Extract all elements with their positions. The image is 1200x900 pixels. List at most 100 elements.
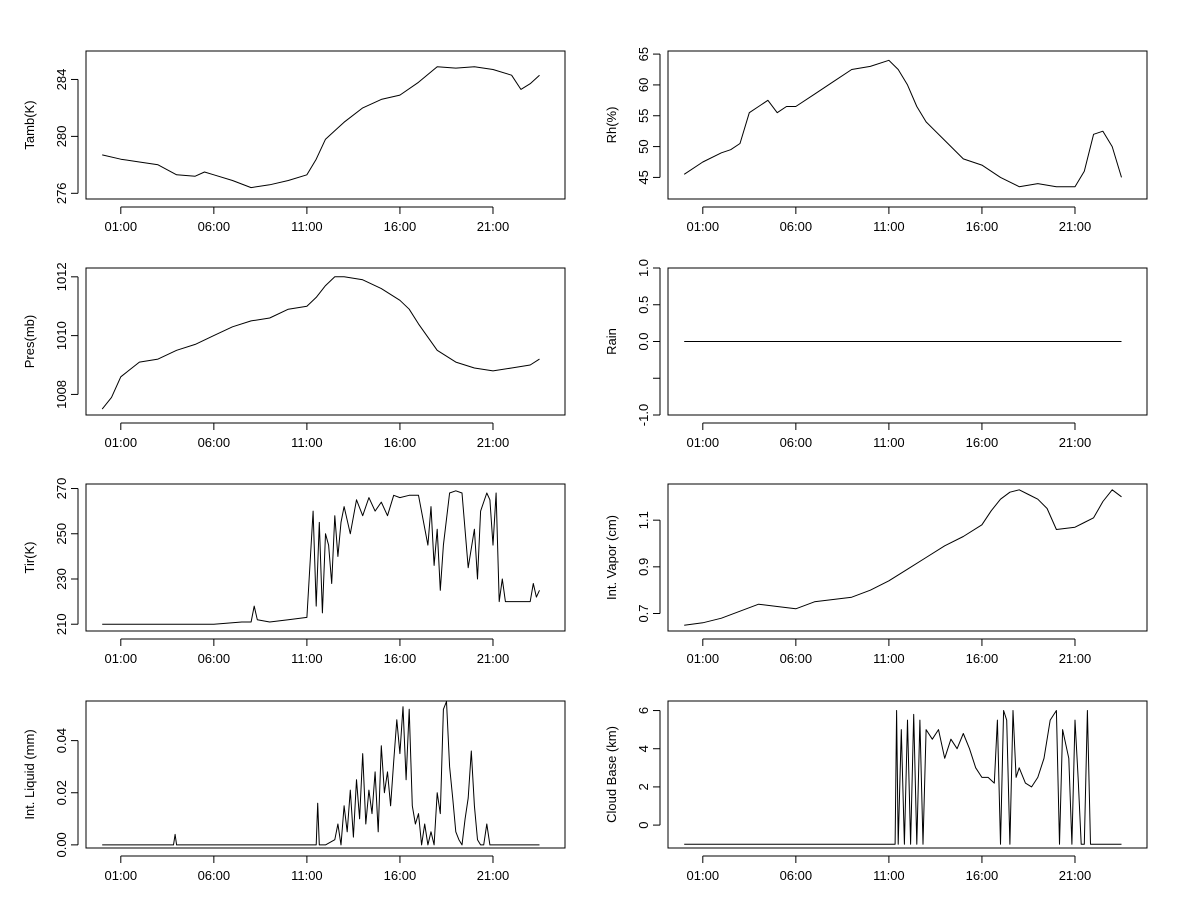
y-tick-label: 0.02 bbox=[54, 780, 69, 805]
chart-panel-8: 01:00 06:00 11:00 16:00 21:00 0 2 4 6 Cloud Base … bbox=[604, 700, 1148, 883]
x-tick-label: 01:00 bbox=[687, 435, 720, 450]
y-tick-label: 270 bbox=[54, 478, 69, 500]
y-tick-label: 1.1 bbox=[636, 511, 651, 529]
x-tick-label: 21:00 bbox=[477, 219, 510, 234]
y-tick-label: 1010 bbox=[54, 321, 69, 350]
y-tick-label: -1.0 bbox=[636, 404, 651, 426]
y-tick-label: 55 bbox=[636, 109, 651, 123]
x-tick-label: 01:00 bbox=[687, 219, 720, 234]
x-tick-label: 11:00 bbox=[873, 868, 905, 883]
x-tick-label: 16:00 bbox=[384, 435, 417, 450]
x-tick-label: 11:00 bbox=[291, 219, 323, 234]
y-tick-label: 0.04 bbox=[54, 728, 69, 753]
y-tick-label: 4 bbox=[636, 745, 651, 752]
x-tick-label: 01:00 bbox=[105, 219, 138, 234]
series-line bbox=[683, 59, 1122, 188]
y-tick-label: 230 bbox=[54, 568, 69, 590]
x-tick-label: 01:00 bbox=[105, 868, 138, 883]
plot-frame bbox=[85, 483, 566, 632]
y-tick-label: 1.0 bbox=[636, 259, 651, 277]
y-tick-label: 250 bbox=[54, 523, 69, 545]
x-tick-label: 21:00 bbox=[1059, 868, 1092, 883]
y-axis-title: Rh(%) bbox=[604, 107, 619, 144]
x-tick-label: 21:00 bbox=[477, 435, 510, 450]
plot-frame bbox=[85, 267, 566, 416]
y-tick-label: 0.7 bbox=[636, 604, 651, 622]
x-tick-label: 06:00 bbox=[198, 651, 231, 666]
x-tick-label: 01:00 bbox=[687, 868, 720, 883]
x-tick-label: 06:00 bbox=[198, 219, 231, 234]
x-tick-label: 01:00 bbox=[687, 651, 720, 666]
y-tick-label: 6 bbox=[636, 707, 651, 714]
x-tick-label: 11:00 bbox=[873, 435, 905, 450]
y-axis-title: Rain bbox=[604, 328, 619, 355]
plot-frame bbox=[667, 267, 1148, 416]
chart-panel-7: 01:00 06:00 11:00 16:00 21:00 0.00 0.02 0.04 Int… bbox=[22, 700, 566, 883]
x-tick-label: 21:00 bbox=[1059, 651, 1092, 666]
x-tick-label: 06:00 bbox=[780, 435, 813, 450]
chart-panel-1: 01:00 06:00 11:00 16:00 21:00 276 280 284 Tamb(K… bbox=[22, 50, 566, 234]
x-tick-label: 01:00 bbox=[105, 651, 138, 666]
y-tick-label: 0.00 bbox=[54, 832, 69, 857]
y-tick-label: 45 bbox=[636, 170, 651, 184]
y-tick-label: 65 bbox=[636, 47, 651, 61]
x-tick-label: 21:00 bbox=[477, 868, 510, 883]
y-tick-label: 280 bbox=[54, 126, 69, 148]
y-axis-title: Cloud Base (km) bbox=[604, 726, 619, 823]
y-tick-label: 0 bbox=[636, 821, 651, 828]
chart-panel-4: 01:00 06:00 11:00 16:00 21:00 -1.0 0.0 0.5 1.0 Ra… bbox=[604, 259, 1148, 450]
x-tick-label: 16:00 bbox=[966, 651, 999, 666]
x-tick-label: 21:00 bbox=[1059, 219, 1092, 234]
y-tick-label: 284 bbox=[54, 69, 69, 91]
x-tick-label: 11:00 bbox=[291, 651, 323, 666]
x-tick-label: 16:00 bbox=[384, 651, 417, 666]
y-axis-title: Tir(K) bbox=[22, 541, 37, 573]
y-tick-label: 1012 bbox=[54, 262, 69, 291]
y-tick-label: 0.5 bbox=[636, 296, 651, 314]
y-tick-label: 210 bbox=[54, 613, 69, 635]
x-tick-label: 16:00 bbox=[966, 219, 999, 234]
plot-frame bbox=[667, 50, 1148, 200]
x-tick-label: 06:00 bbox=[780, 651, 813, 666]
x-tick-label: 11:00 bbox=[873, 651, 905, 666]
x-tick-label: 06:00 bbox=[780, 868, 813, 883]
x-tick-label: 11:00 bbox=[291, 868, 323, 883]
series-line bbox=[101, 276, 540, 410]
plot-frame bbox=[667, 700, 1148, 849]
x-tick-label: 11:00 bbox=[291, 435, 323, 450]
y-axis-title: Int. Liquid (mm) bbox=[22, 729, 37, 819]
y-tick-label: 0.0 bbox=[636, 332, 651, 350]
x-tick-label: 06:00 bbox=[198, 435, 231, 450]
x-tick-label: 06:00 bbox=[198, 868, 231, 883]
x-tick-label: 16:00 bbox=[384, 219, 417, 234]
series-line bbox=[102, 490, 540, 625]
y-axis-title: Int. Vapor (cm) bbox=[604, 515, 619, 600]
x-tick-label: 06:00 bbox=[780, 219, 813, 234]
chart-panel-6: 01:00 06:00 11:00 16:00 21:00 0.7 0.9 1.1 Int. V… bbox=[604, 483, 1148, 666]
y-tick-label: 50 bbox=[636, 139, 651, 153]
x-tick-label: 16:00 bbox=[384, 868, 417, 883]
y-tick-label: 0.9 bbox=[636, 558, 651, 576]
series-line bbox=[684, 710, 1122, 845]
plot-frame bbox=[85, 50, 566, 200]
y-tick-label: 2 bbox=[636, 783, 651, 790]
x-tick-label: 21:00 bbox=[1059, 435, 1092, 450]
x-tick-label: 11:00 bbox=[873, 219, 905, 234]
y-tick-label: 1008 bbox=[54, 380, 69, 409]
plot-frame bbox=[667, 483, 1148, 632]
y-axis-title: Tamb(K) bbox=[22, 100, 37, 149]
chart-panel-2: 01:00 06:00 11:00 16:00 21:00 45 50 55 60 65 Rh(%) bbox=[604, 47, 1148, 234]
x-tick-label: 21:00 bbox=[477, 651, 510, 666]
y-tick-label: 276 bbox=[54, 182, 69, 204]
chart-panel-3: 01:00 06:00 11:00 16:00 21:00 1008 1010 1012 Pre… bbox=[22, 262, 566, 450]
y-tick-label: 60 bbox=[636, 78, 651, 92]
x-tick-label: 01:00 bbox=[105, 435, 138, 450]
y-axis-title: Pres(mb) bbox=[22, 315, 37, 368]
series-line bbox=[102, 701, 540, 846]
series-line bbox=[684, 489, 1122, 626]
x-tick-label: 16:00 bbox=[966, 435, 999, 450]
series-line bbox=[102, 66, 540, 189]
plot-frame bbox=[85, 700, 566, 849]
x-tick-label: 16:00 bbox=[966, 868, 999, 883]
